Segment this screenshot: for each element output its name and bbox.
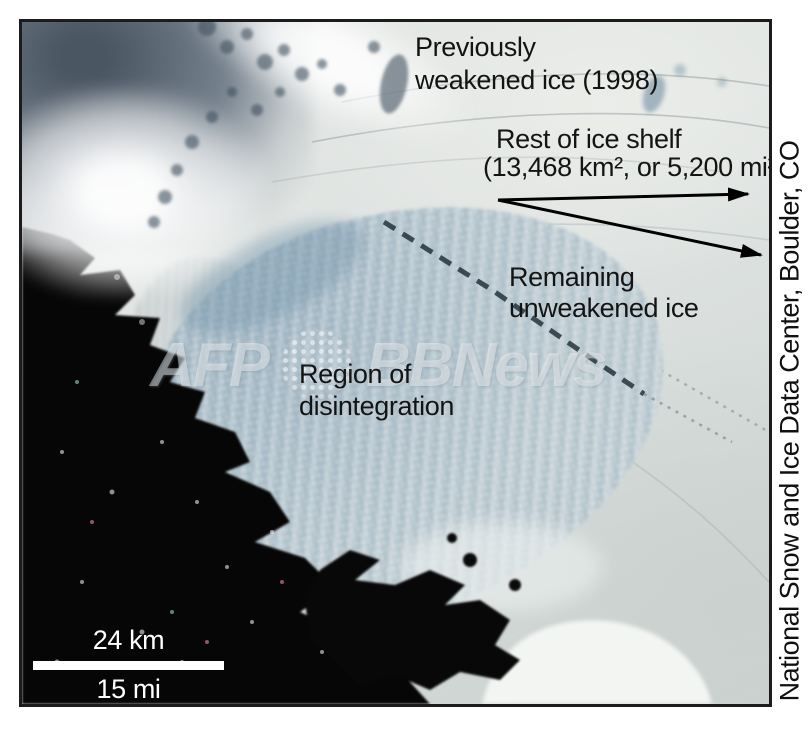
label-line: disintegration — [299, 391, 455, 421]
landmass — [22, 227, 521, 704]
glacier-tongue — [482, 620, 712, 704]
label-line: Region of — [299, 359, 411, 389]
watermark-prefix: AFP — [150, 330, 270, 400]
scale-bar-line — [33, 661, 224, 670]
broken-ice-speckles — [148, 22, 727, 228]
label-line: Rest of ice shelf — [496, 124, 682, 154]
globe-icon — [281, 329, 353, 401]
label-previously-weakened: Previously weakened ice (1998) — [415, 31, 658, 97]
scale-km-label: 24 km — [92, 625, 165, 655]
shear-crack — [382, 219, 733, 444]
rock-outcrop-path — [305, 550, 520, 690]
scale-mi-label: 15 mi — [96, 674, 161, 704]
label-line: Remaining — [509, 262, 635, 292]
annotation-arrows — [497, 187, 763, 258]
scale-bar: 24 km 15 mi — [33, 625, 224, 704]
label-remaining-unweakened: Remaining unweakened ice — [509, 262, 699, 324]
label-rest-of-ice-shelf: Rest of ice shelf (13,468 km², or 5,200 … — [483, 124, 772, 182]
watermark: AFP BBNews — [150, 325, 608, 405]
white-cloud — [22, 87, 267, 297]
label-line: weakened ice (1998) — [415, 65, 659, 95]
satellite-image: AFP BBNews Previously weakened ice (1998… — [19, 19, 772, 707]
watermark-suffix: BBNews — [366, 330, 608, 400]
label-region-of-disintegration: Region of disintegration — [299, 358, 454, 422]
label-line: (13,468 km², or 5,200 mi²) — [483, 152, 772, 182]
credit-text: National Snow and Ice Data Center, Bould… — [774, 140, 805, 702]
label-line: Previously — [415, 32, 536, 62]
label-line: unweakened ice — [509, 293, 699, 323]
